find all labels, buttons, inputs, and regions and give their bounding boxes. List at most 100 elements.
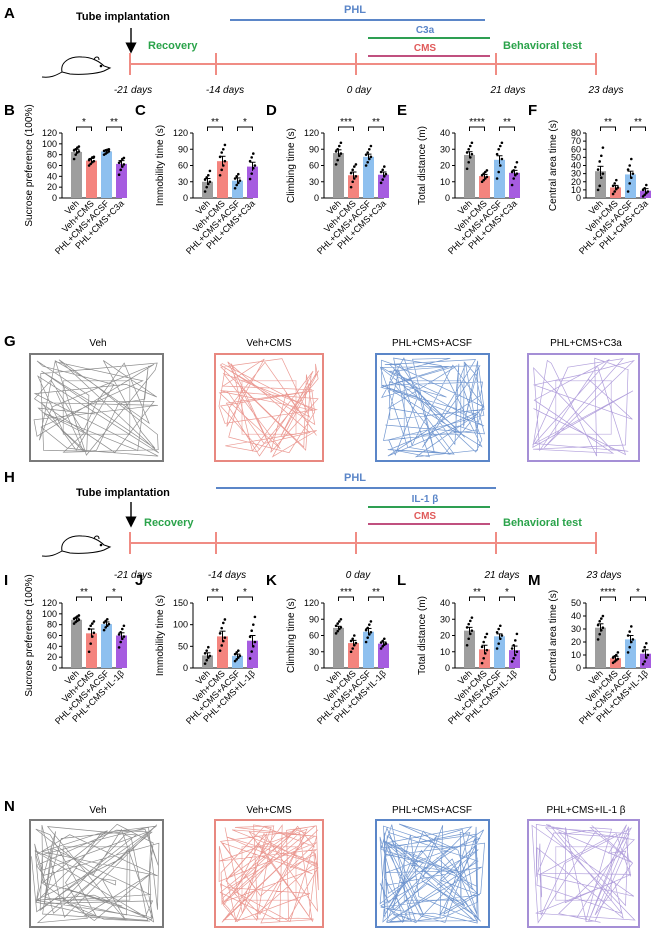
center-zone xyxy=(555,380,612,435)
data-point xyxy=(207,656,210,659)
bar-phl-cms-acsf xyxy=(494,159,505,198)
data-point xyxy=(121,627,124,631)
tick-minus-14-days: -14 days xyxy=(206,85,244,96)
y-axis-label: Sucrose preference (100%) xyxy=(24,104,35,226)
data-point xyxy=(117,173,121,177)
data-point xyxy=(381,178,385,181)
track-title-veh: Veh xyxy=(89,338,106,349)
y-tick-label: 60 xyxy=(571,144,581,154)
data-point xyxy=(119,168,122,172)
data-point xyxy=(369,144,373,148)
data-point xyxy=(223,618,227,621)
data-point xyxy=(74,147,77,151)
data-point xyxy=(600,154,603,158)
y-tick-label: 90 xyxy=(178,144,188,154)
data-point xyxy=(238,179,242,182)
data-point xyxy=(250,156,253,159)
data-point xyxy=(205,176,208,179)
data-point xyxy=(349,639,353,643)
data-point xyxy=(205,649,208,652)
timeline-ticks xyxy=(129,53,597,75)
data-point xyxy=(514,639,517,642)
data-point xyxy=(223,636,227,639)
bar-veh-cms xyxy=(610,187,621,198)
data-point xyxy=(334,632,338,635)
arena-border xyxy=(375,819,490,928)
data-point xyxy=(499,624,502,628)
data-point xyxy=(106,624,109,628)
y-tick-label: 0 xyxy=(52,663,57,673)
data-point xyxy=(510,183,514,187)
track-title-phl-il1b-n: PHL+CMS+IL-1 β xyxy=(546,805,625,816)
data-point xyxy=(643,660,646,663)
data-point xyxy=(349,185,353,189)
data-point xyxy=(117,161,121,165)
data-point xyxy=(233,652,237,656)
significance-label: ** xyxy=(604,117,612,128)
data-point xyxy=(336,629,340,633)
data-point xyxy=(495,647,499,650)
data-point xyxy=(366,626,370,630)
data-point xyxy=(616,651,620,654)
data-point xyxy=(510,647,514,650)
data-point xyxy=(470,616,474,619)
panel-letter-k: K xyxy=(266,572,277,589)
y-axis-label: Central area time (s) xyxy=(548,590,559,681)
arena-box-g-2 xyxy=(375,353,490,462)
bar-phl-cms-acsf xyxy=(232,655,243,668)
data-point xyxy=(92,159,96,163)
data-point xyxy=(512,169,515,172)
data-point xyxy=(207,173,210,177)
data-point xyxy=(631,172,635,175)
timeline-panel-a: A Tube implantation PHL C3a CMS Recovery… xyxy=(4,4,624,96)
data-point xyxy=(252,152,255,155)
bar-veh-cms xyxy=(610,658,621,668)
data-point xyxy=(467,637,471,641)
data-point xyxy=(480,661,484,665)
data-point xyxy=(626,651,630,654)
significance-label: * xyxy=(243,587,247,598)
data-point xyxy=(467,622,471,626)
bar-veh xyxy=(464,154,475,198)
agent-label: C3a xyxy=(416,25,435,36)
data-point xyxy=(600,617,603,620)
data-point xyxy=(250,172,253,175)
data-point xyxy=(469,156,472,159)
data-point xyxy=(641,662,645,666)
significance-bracket xyxy=(368,596,384,601)
data-point xyxy=(122,635,126,638)
data-point xyxy=(381,168,385,172)
data-point xyxy=(77,150,81,153)
data-point xyxy=(512,643,515,647)
significance-bracket xyxy=(76,126,92,131)
y-tick-label: 0 xyxy=(52,193,57,203)
bar-phl-cms-acsf xyxy=(101,624,112,668)
significance-bracket xyxy=(499,596,515,601)
movement-trace xyxy=(379,823,485,924)
y-axis-label: Total distance (m) xyxy=(417,126,428,205)
data-point xyxy=(484,635,487,639)
panel-letter-f: F xyxy=(528,102,537,119)
data-point xyxy=(237,181,240,185)
y-tick-label: 40 xyxy=(440,598,450,608)
y-tick-label: 120 xyxy=(42,128,57,138)
data-point xyxy=(92,620,96,623)
data-point xyxy=(384,172,388,176)
bar-phl-cms-acsf xyxy=(232,180,243,198)
significance-bracket xyxy=(207,596,223,601)
data-point xyxy=(485,169,489,172)
arena-border xyxy=(375,353,490,462)
y-axis-label: Climbing time (s) xyxy=(286,598,297,673)
y-tick-label: 30 xyxy=(178,177,188,187)
data-point xyxy=(205,185,208,189)
data-point xyxy=(482,640,486,644)
data-point xyxy=(351,180,355,184)
data-point xyxy=(626,190,630,193)
movement-trace xyxy=(532,357,635,457)
data-point xyxy=(379,641,383,644)
